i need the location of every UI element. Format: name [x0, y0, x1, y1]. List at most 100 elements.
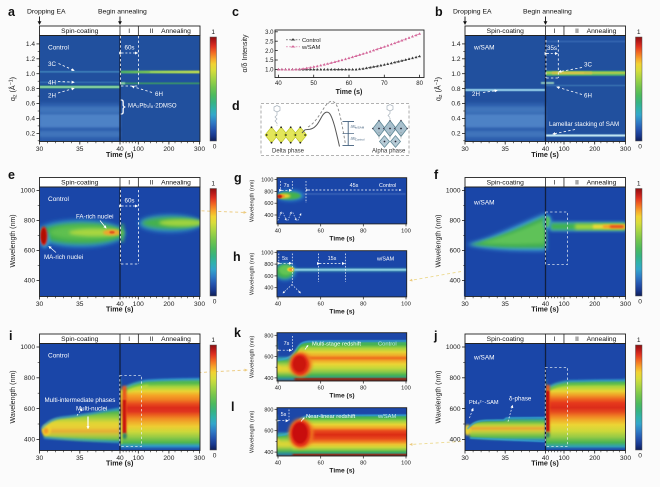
svg-text:0.4: 0.4: [26, 116, 35, 123]
svg-text:f: f: [434, 168, 439, 182]
svg-text:Annealing: Annealing: [161, 336, 191, 343]
svg-text:w/SAM: w/SAM: [376, 257, 395, 263]
svg-text:40: 40: [275, 229, 281, 235]
svg-text:400: 400: [264, 450, 273, 456]
svg-text:b: b: [435, 5, 443, 19]
svg-text:Near-linear redshift: Near-linear redshift: [306, 414, 356, 420]
svg-text:60s: 60s: [125, 198, 135, 205]
svg-text:800: 800: [264, 407, 273, 413]
svg-text:I: I: [128, 28, 130, 35]
svg-text:800: 800: [449, 375, 460, 382]
svg-text:600: 600: [264, 201, 273, 207]
svg-text:Time (s): Time (s): [106, 459, 134, 468]
svg-text:40: 40: [275, 461, 281, 467]
svg-text:w/SAM: w/SAM: [355, 126, 365, 130]
svg-text:300: 300: [194, 146, 205, 153]
svg-text:1.2: 1.2: [451, 56, 460, 63]
svg-text:Dropping EA: Dropping EA: [453, 9, 492, 16]
svg-text:0: 0: [213, 299, 217, 306]
svg-text:35: 35: [502, 301, 510, 308]
svg-text:Annealing: Annealing: [587, 28, 617, 35]
svg-text:100: 100: [558, 301, 569, 308]
svg-text:600: 600: [264, 274, 273, 280]
svg-text:30: 30: [36, 146, 44, 153]
svg-text:40: 40: [116, 146, 124, 153]
svg-text:II: II: [149, 28, 153, 35]
svg-text:1.0: 1.0: [26, 71, 35, 78]
svg-text:200: 200: [589, 455, 600, 462]
svg-text:80: 80: [360, 461, 366, 467]
svg-text:30: 30: [461, 455, 469, 462]
svg-text:Control: Control: [378, 341, 397, 347]
svg-text:MA-rich nuclei: MA-rich nuclei: [44, 254, 83, 261]
svg-text:Time (s): Time (s): [329, 468, 354, 475]
svg-text:Lamellar stacking of SAM: Lamellar stacking of SAM: [549, 121, 619, 128]
svg-text:60: 60: [317, 461, 323, 467]
svg-text:35: 35: [76, 301, 84, 308]
svg-text:Wavelength (nm): Wavelength (nm): [250, 179, 256, 222]
svg-text:Delta phase: Delta phase: [272, 149, 305, 155]
svg-text:600: 600: [24, 406, 35, 413]
svg-text:40: 40: [116, 455, 124, 462]
svg-text:w/SAM: w/SAM: [473, 355, 495, 362]
svg-text:ΔE: ΔE: [351, 124, 357, 129]
svg-text:300: 300: [620, 301, 631, 308]
svg-text:800: 800: [264, 262, 273, 268]
svg-text:Control: Control: [355, 138, 365, 142]
svg-text:30: 30: [36, 301, 44, 308]
svg-text:Spin-coating: Spin-coating: [487, 336, 524, 343]
svg-text:400: 400: [264, 376, 273, 382]
svg-text:qz (Å−1): qz (Å−1): [8, 77, 19, 101]
svg-text:Begin annealing: Begin annealing: [98, 9, 147, 16]
svg-text:80: 80: [360, 302, 366, 308]
svg-text:100: 100: [401, 229, 411, 235]
svg-text:30: 30: [461, 301, 469, 308]
svg-text:I: I: [554, 336, 556, 343]
svg-text:800: 800: [24, 218, 35, 225]
svg-text:1.4: 1.4: [451, 41, 460, 48]
svg-text:80: 80: [360, 229, 366, 235]
svg-text:II: II: [575, 180, 579, 187]
svg-text:Time (s): Time (s): [329, 236, 354, 243]
svg-text:w/SAM: w/SAM: [473, 45, 495, 52]
svg-text:l: l: [231, 400, 234, 414]
svg-text:0.8: 0.8: [26, 86, 35, 93]
svg-text:100: 100: [401, 302, 411, 308]
svg-text:1: 1: [637, 337, 641, 344]
svg-text:600: 600: [264, 355, 273, 361]
svg-text:a: a: [8, 5, 16, 19]
svg-text:Wavelength (nm): Wavelength (nm): [10, 370, 17, 423]
svg-text:2H: 2H: [472, 91, 480, 98]
svg-text:800: 800: [449, 218, 460, 225]
svg-text:Control: Control: [48, 45, 70, 52]
svg-text:h: h: [233, 250, 241, 264]
svg-text:1: 1: [211, 181, 215, 188]
svg-text:40: 40: [275, 81, 282, 87]
svg-text:5s: 5s: [282, 256, 288, 262]
svg-text:400: 400: [264, 213, 273, 219]
svg-text:600: 600: [24, 248, 35, 255]
svg-text:100: 100: [401, 386, 411, 392]
svg-text:200: 200: [589, 301, 600, 308]
svg-text:w/SAM: w/SAM: [377, 414, 397, 420]
svg-text:Time (s): Time (s): [329, 393, 354, 400]
svg-text:Control: Control: [302, 38, 321, 44]
svg-text:1.5: 1.5: [265, 58, 274, 64]
svg-text:}: }: [121, 98, 126, 115]
svg-text:200: 200: [589, 146, 600, 153]
svg-text:Spin-coating: Spin-coating: [61, 336, 98, 343]
svg-text:1000: 1000: [446, 188, 461, 195]
svg-text:30: 30: [461, 146, 469, 153]
svg-text:600: 600: [264, 429, 273, 435]
svg-text:II: II: [575, 28, 579, 35]
svg-text:3C: 3C: [584, 62, 592, 69]
svg-text:45s: 45s: [350, 183, 359, 189]
svg-text:MA₂Pb₃I₈·2DMSO: MA₂Pb₃I₈·2DMSO: [128, 104, 177, 110]
svg-text:Wavelength (nm): Wavelength (nm): [250, 252, 256, 295]
svg-text:Wavelength (nm): Wavelength (nm): [436, 370, 443, 423]
svg-text:35: 35: [502, 455, 510, 462]
svg-text:Time (s): Time (s): [531, 459, 559, 468]
svg-text:100: 100: [558, 455, 569, 462]
svg-text:0: 0: [213, 453, 217, 460]
svg-text:40: 40: [116, 301, 124, 308]
